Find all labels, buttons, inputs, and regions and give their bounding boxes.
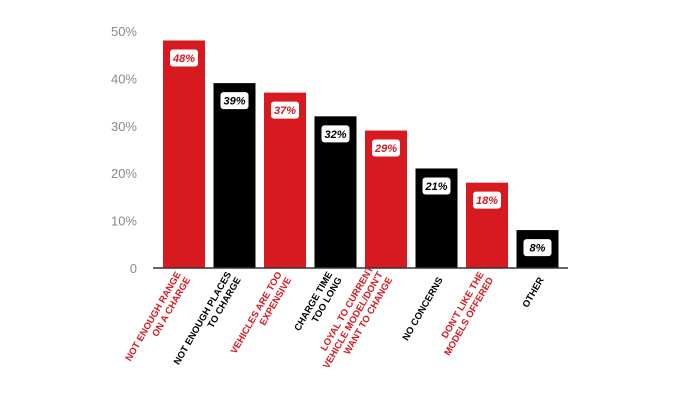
value-label-box [473, 191, 501, 209]
category-label: OTHER [521, 275, 547, 309]
bar [213, 83, 256, 268]
value-label-box [321, 125, 350, 143]
bar [264, 92, 306, 269]
y-tick-label: 30% [111, 119, 137, 134]
bar-value-label: 48% [172, 53, 195, 65]
value-label-box [271, 101, 299, 119]
value-label-box [372, 139, 400, 157]
bar-value-label: 37% [274, 105, 296, 117]
bar-value-label: 18% [476, 195, 498, 207]
value-label-box [523, 239, 552, 257]
category-label: NO CONCERNS [401, 276, 446, 343]
bar-value-label: 29% [374, 143, 397, 155]
value-label-box [422, 177, 451, 195]
y-tick-label: 10% [111, 214, 137, 229]
category-label-line: NOT ENOUGH RANGE [123, 270, 183, 363]
value-label-box [220, 92, 249, 110]
bar-value-label: 39% [223, 96, 245, 108]
bar [163, 40, 205, 269]
category-label-line: OTHER [521, 275, 547, 309]
value-label-box [170, 49, 198, 67]
y-tick-label: 20% [111, 166, 137, 181]
y-tick-label: 50% [111, 24, 137, 39]
bars-group: 48% 39% 37% 32% 29% 21% 18% 8% [163, 40, 559, 269]
y-axis-ticks: 0 10% 20% 30% 40% 50% [111, 24, 137, 276]
category-label-line: NO CONCERNS [401, 276, 446, 343]
bar-value-label: 21% [424, 181, 447, 193]
bar-value-label: 8% [530, 243, 546, 255]
bar-value-label: 32% [324, 129, 346, 141]
y-tick-label: 40% [111, 71, 137, 86]
y-tick-label: 0 [130, 261, 137, 276]
